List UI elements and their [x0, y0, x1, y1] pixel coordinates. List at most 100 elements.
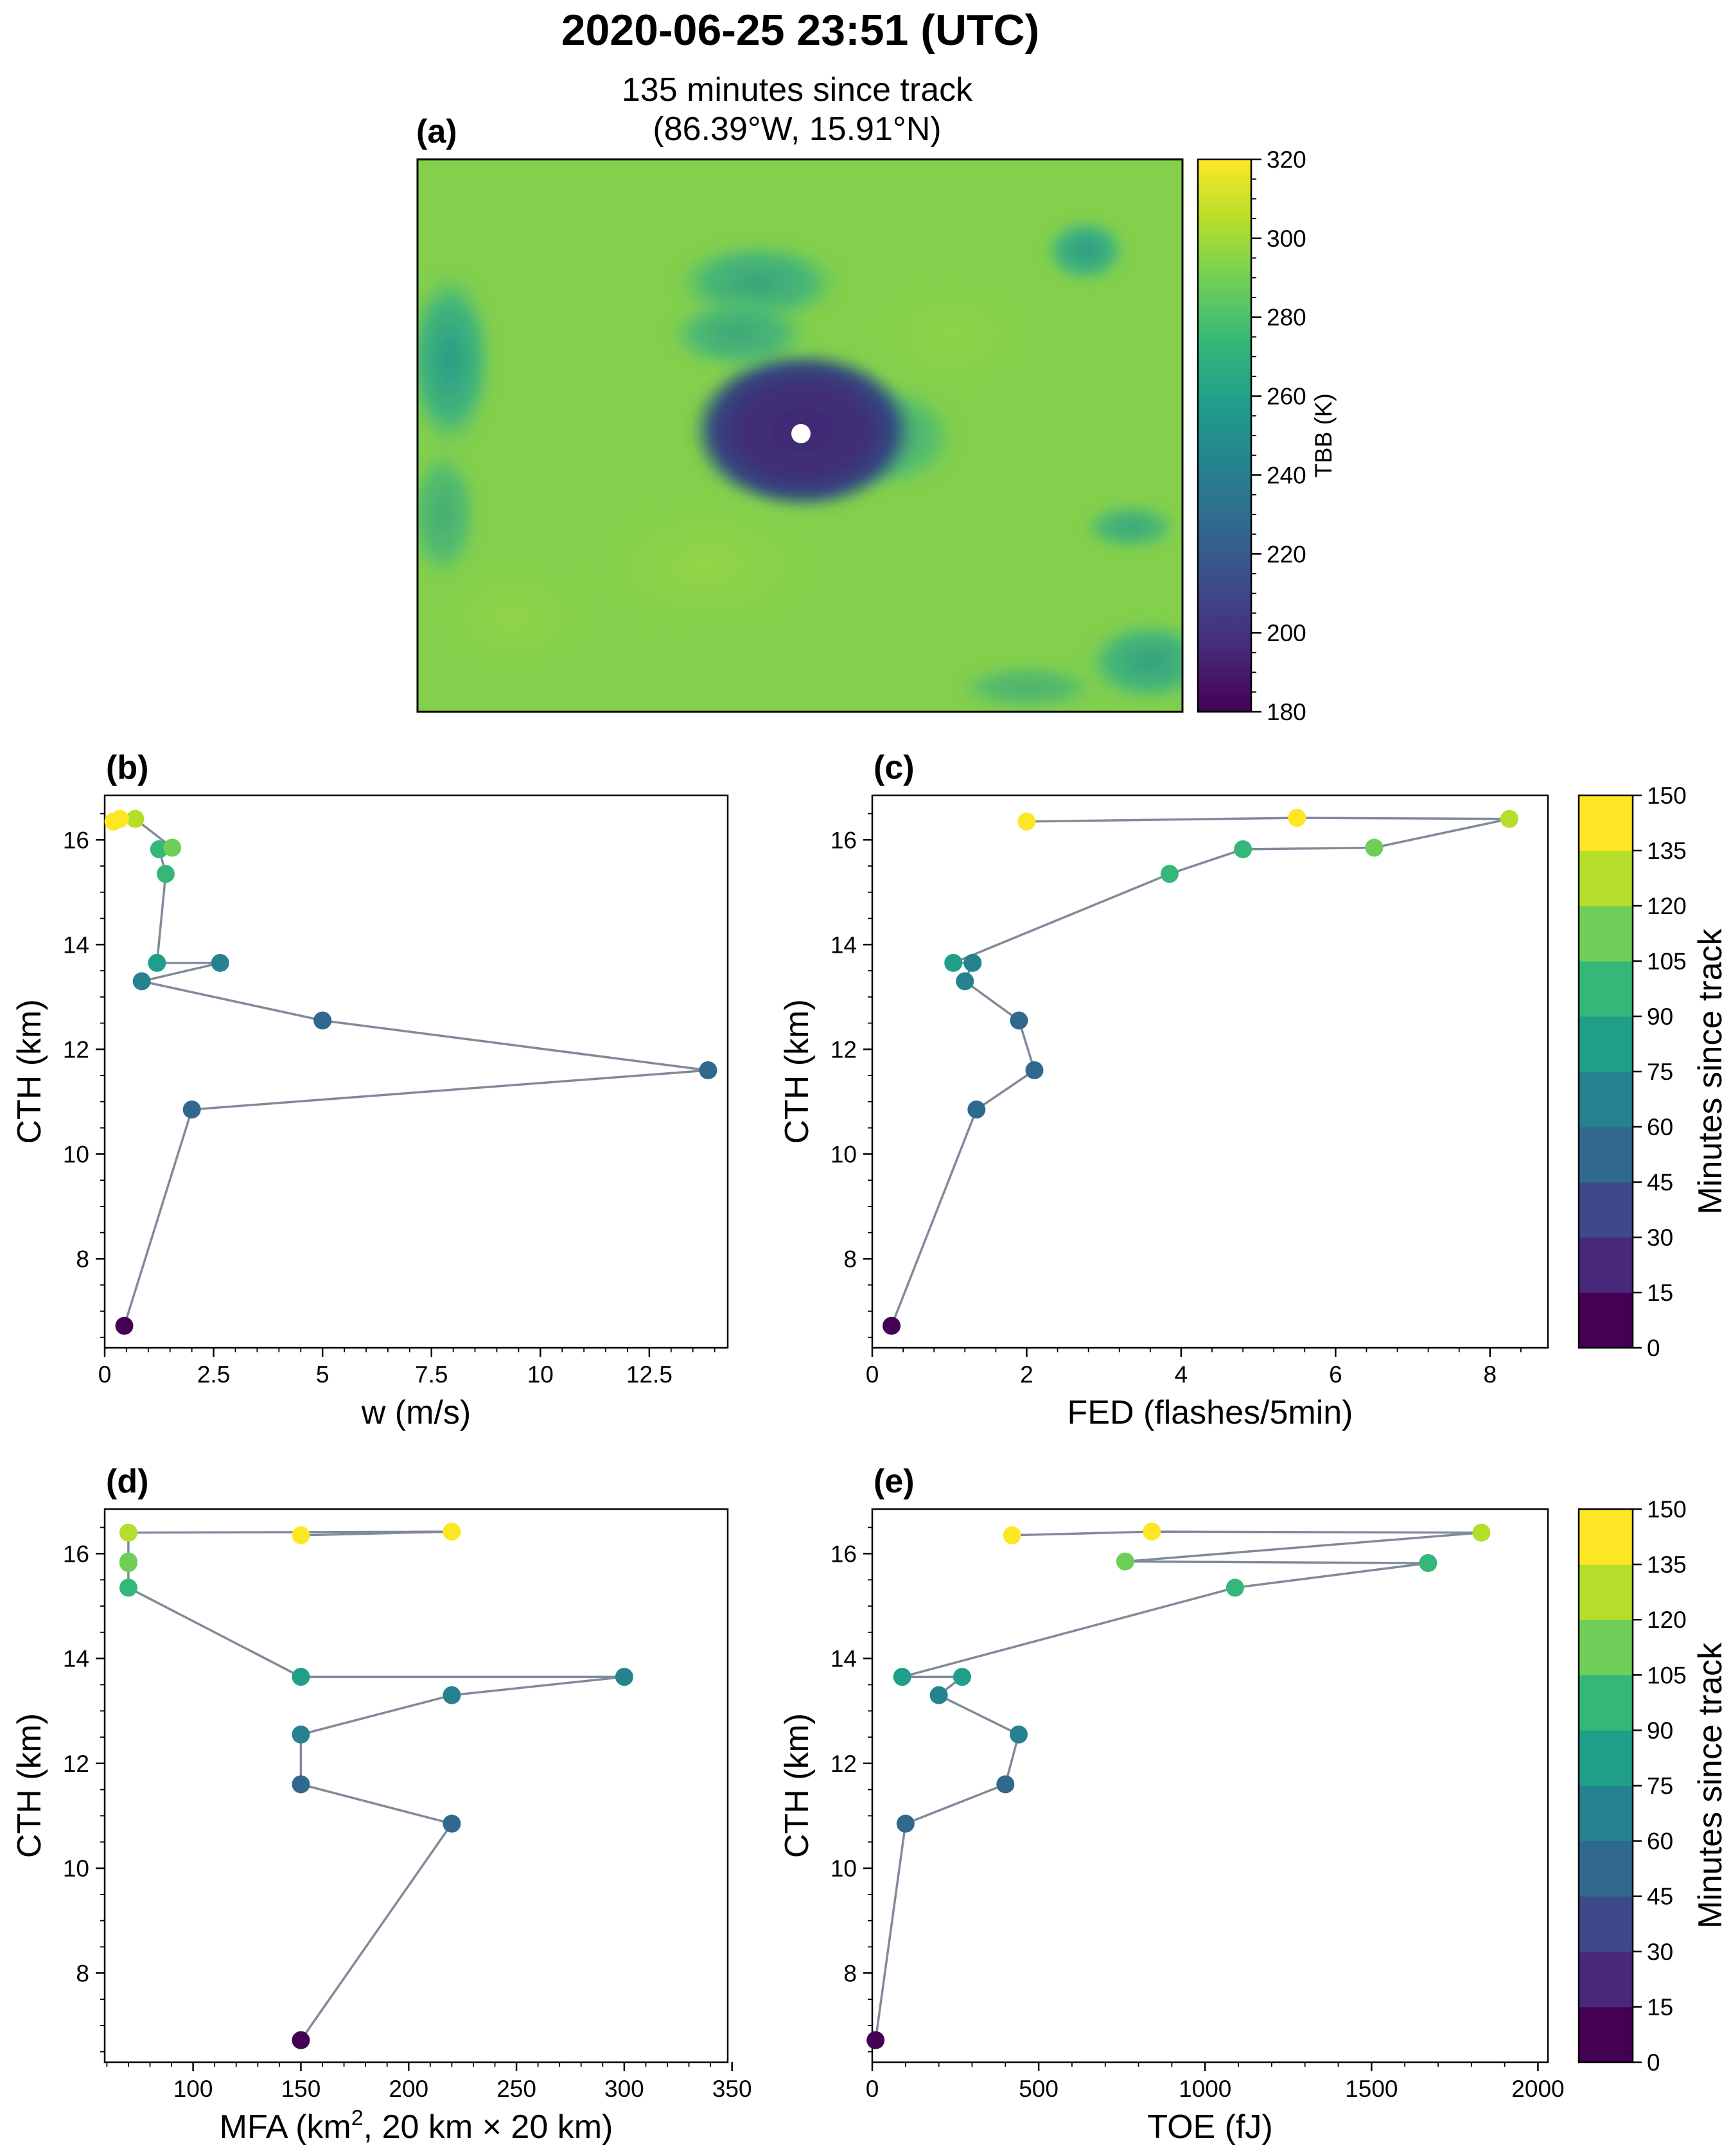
colorbar-segment: [1579, 2006, 1633, 2063]
tbb-colorbar-tick-label: 180: [1267, 699, 1306, 725]
data-point: [182, 1100, 201, 1119]
data-point: [883, 1316, 901, 1335]
panel-c-label: (c): [874, 749, 915, 786]
data-point: [1003, 1526, 1021, 1544]
tbb-colorbar-tick-label: 220: [1267, 541, 1306, 567]
data-point: [1025, 1061, 1044, 1079]
data-point: [292, 2031, 310, 2049]
colorbar-tick-label: 90: [1647, 1717, 1673, 1744]
x-tick-label: 7.5: [415, 1361, 448, 1388]
colorbar-segment: [1579, 1951, 1633, 2008]
colorbar-tick-label: 30: [1647, 1939, 1673, 1965]
panel-a-label: (a): [416, 113, 457, 150]
data-point: [292, 1725, 310, 1744]
y-tick-label: 8: [76, 1960, 89, 1986]
x-tick-label: 2.5: [197, 1361, 230, 1388]
x-tick-label: 6: [1329, 1361, 1342, 1388]
panel-e-label: (e): [874, 1463, 915, 1500]
y-tick-label: 8: [76, 1246, 89, 1272]
data-point: [148, 953, 166, 972]
colorbar-tick-label: 105: [1647, 948, 1687, 975]
x-axis-label: TOE (fJ): [1147, 2108, 1272, 2146]
data-point: [163, 838, 182, 857]
tbb-colorbar-tick-label: 200: [1267, 620, 1306, 646]
data-point: [119, 1578, 137, 1597]
colorbar-tick-label: 120: [1647, 893, 1687, 919]
x-tick-label: 2: [1020, 1361, 1033, 1388]
data-point: [866, 2031, 885, 2049]
y-tick-label: 14: [63, 1646, 89, 1672]
data-point: [996, 1775, 1015, 1794]
x-axis-label-superscript: 2: [351, 2106, 364, 2130]
tbb-colorbar: 180 200 220 240 260 280 300 320 TBB (K): [1197, 146, 1337, 725]
storm-center-marker: [791, 424, 811, 443]
panel-c: (c) 0 2 4 6 8 8 10 12 14 16 CTH (km) FED (flashes/5m…: [778, 749, 1549, 1431]
panel-b-label: (b): [106, 749, 148, 786]
data-point: [944, 953, 963, 972]
data-point: [313, 1011, 332, 1030]
data-point: [150, 840, 168, 858]
colorbar-label: Minutes since track: [1692, 928, 1729, 1214]
data-point: [292, 1775, 310, 1794]
x-tick-label: 350: [712, 2076, 752, 2102]
colorbar-tick-label: 0: [1647, 2049, 1660, 2076]
data-point: [929, 1686, 948, 1704]
data-point: [292, 1526, 310, 1544]
data-point: [1160, 865, 1179, 883]
colorbar-label: Minutes since track: [1692, 1642, 1729, 1929]
x-axis-label-part: , 20 km × 20 km): [364, 2108, 613, 2146]
x-tick-label: 0: [98, 1361, 112, 1388]
tbb-colorbar-tick-label: 320: [1267, 146, 1306, 173]
y-tick-label: 10: [830, 1855, 857, 1882]
y-tick-label: 12: [63, 1751, 89, 1777]
y-tick-label: 16: [830, 827, 857, 853]
x-tick-label: 100: [173, 2076, 213, 2102]
x-tick-label: 10: [527, 1361, 554, 1388]
colorbar-tick-label: 135: [1647, 838, 1687, 864]
colorbar-segment: [1579, 1785, 1633, 1842]
data-point: [1288, 809, 1306, 827]
data-point: [1010, 1725, 1028, 1744]
x-tick-label: 8: [1484, 1361, 1497, 1388]
y-tick-label: 16: [63, 827, 89, 853]
x-tick-label: 500: [1019, 2076, 1059, 2102]
y-tick-label: 14: [830, 1646, 857, 1672]
panel-d: (d) 100 150 200 250 300 350 8 10 12 14 16 CTH (km) MF…: [11, 1463, 752, 2146]
colorbar-tick-label: 105: [1647, 1662, 1687, 1688]
x-tick-label: 5: [316, 1361, 330, 1388]
time-colorbar-top: 0 15 30 45 60 75 90 105 120 135 150 Minutes since t…: [1577, 782, 1729, 1361]
data-point: [699, 1061, 717, 1079]
data-point: [1365, 838, 1384, 857]
panel-b: (b) 0 2.5 5 7.5 10 12.5 8 10 12 14 16 CTH (km) w (m/s…: [11, 749, 729, 1431]
colorbar-tick-label: 15: [1647, 1994, 1673, 2020]
colorbar-segment: [1579, 795, 1633, 851]
colorbar-segment: [1579, 1016, 1633, 1072]
colorbar-tick-label: 0: [1647, 1335, 1660, 1361]
data-point: [115, 1316, 134, 1335]
data-point: [1234, 840, 1252, 858]
y-tick-label: 8: [843, 1246, 857, 1272]
data-point: [967, 1100, 986, 1119]
colorbar-tick-label: 120: [1647, 1607, 1687, 1633]
colorbar-segment: [1579, 1182, 1633, 1238]
data-point: [1500, 809, 1518, 828]
colorbar-segment: [1579, 1127, 1633, 1183]
panel-a-frame: [416, 158, 1184, 713]
data-point: [443, 1686, 461, 1704]
tbb-colorbar-tick-label: 300: [1267, 225, 1306, 252]
data-point: [119, 1552, 137, 1571]
data-point: [896, 1814, 915, 1833]
y-tick-label: 16: [63, 1541, 89, 1567]
x-tick-label: 300: [604, 2076, 644, 2102]
series-line: [112, 817, 708, 1327]
x-axis-label-part: MFA (km: [220, 2108, 351, 2146]
data-point: [615, 1668, 633, 1686]
colorbar-segment: [1579, 1675, 1633, 1731]
colorbar-segment: [1579, 1237, 1633, 1293]
y-axis-label: CTH (km): [11, 999, 48, 1144]
colorbar-tick-label: 150: [1647, 782, 1687, 809]
data-point: [1010, 1011, 1028, 1030]
tbb-colorbar-label: TBB (K): [1310, 393, 1337, 478]
colorbar-segment: [1579, 1293, 1633, 1348]
